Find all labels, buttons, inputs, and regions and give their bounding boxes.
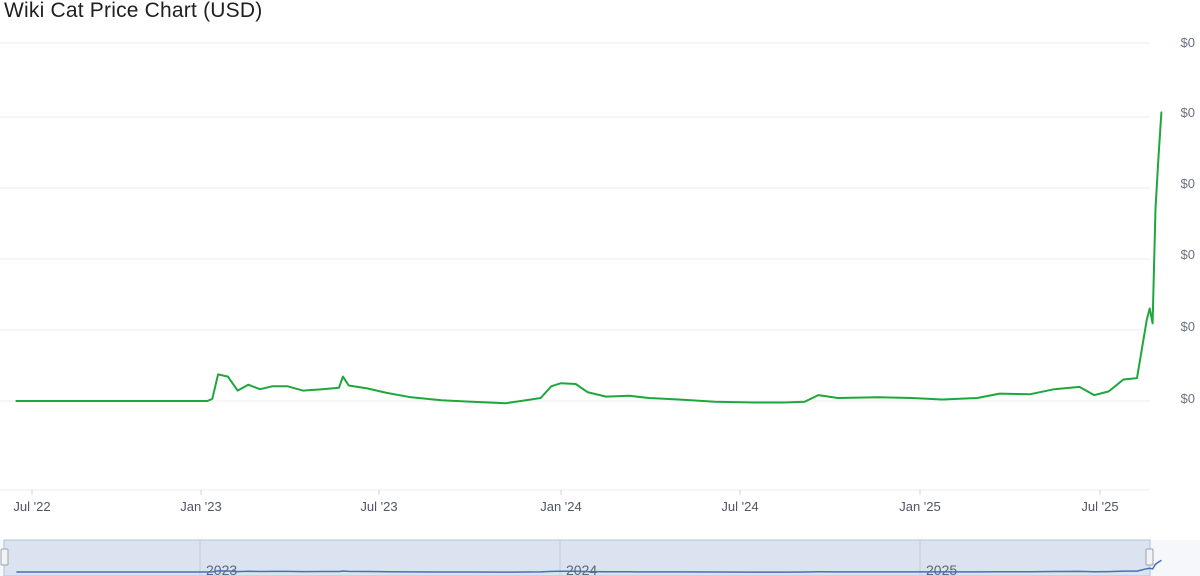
navigator-right-handle[interactable] <box>1145 548 1154 566</box>
grid-lines <box>0 42 1150 491</box>
y-axis: $0 $0 $0 $0 $0 $0 <box>1181 35 1195 406</box>
navigator-year-label: 2023 <box>206 562 237 576</box>
series-layer <box>15 111 1163 405</box>
navigator-left-handle[interactable] <box>0 548 9 566</box>
navigator[interactable]: 2023 2024 2025 <box>0 539 1200 576</box>
x-tick-label: Jul '24 <box>721 499 758 514</box>
y-tick-label: $0 <box>1181 391 1195 406</box>
y-tick-label: $0 <box>1181 105 1195 120</box>
navigator-year-label: 2024 <box>566 562 597 576</box>
x-tick-label: Jan '23 <box>180 499 222 514</box>
y-tick-label: $0 <box>1181 176 1195 191</box>
navigator-series-line <box>16 559 1162 573</box>
navigator-year-label: 2025 <box>926 562 957 576</box>
x-tick-label: Jul '25 <box>1081 499 1118 514</box>
y-tick-label: $0 <box>1181 319 1195 334</box>
x-axis: Jul '22 Jan '23 Jul '23 Jan '24 Jul '24 Jan '… <box>13 490 1119 514</box>
x-tick-label: Jul '22 <box>13 499 50 514</box>
x-tick-label: Jan '24 <box>540 499 582 514</box>
chart-title: Wiki Cat Price Chart (USD) <box>4 0 263 22</box>
x-tick-label: Jul '23 <box>360 499 397 514</box>
y-tick-label: $0 <box>1181 35 1195 50</box>
x-tick-label: Jan '25 <box>899 499 941 514</box>
price-line <box>15 111 1163 405</box>
y-tick-label: $0 <box>1181 247 1195 262</box>
